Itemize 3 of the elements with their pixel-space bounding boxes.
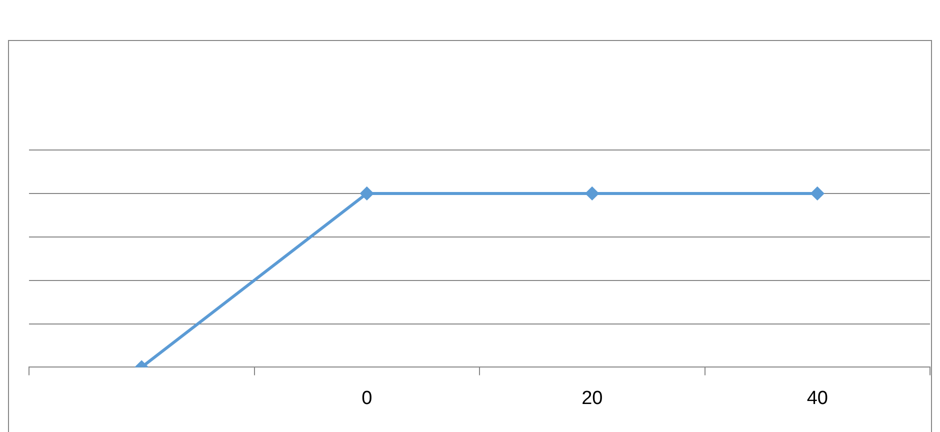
x-tick-label: 40 (806, 388, 828, 409)
x-tick-label: 20 (582, 388, 603, 409)
x-tick-label: 0 (362, 388, 372, 409)
